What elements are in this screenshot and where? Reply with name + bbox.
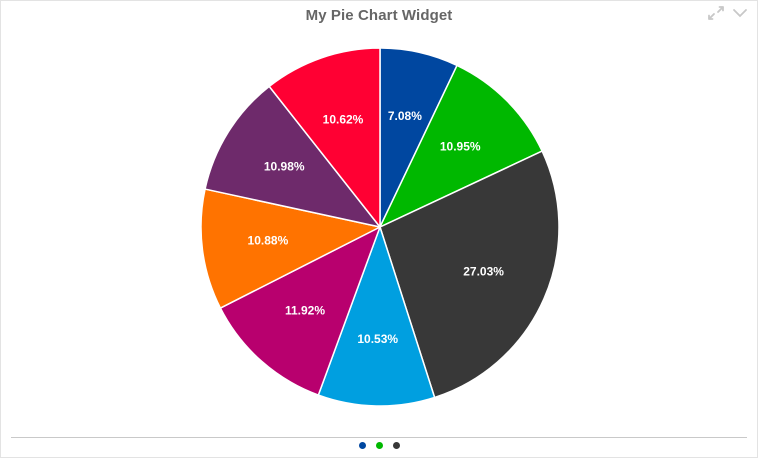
page-dot-3[interactable] (392, 442, 400, 449)
slice-label-1: 7.08% (388, 109, 422, 123)
slice-label-5: 11.92% (285, 304, 325, 318)
slice-label-3: 27.03% (463, 264, 504, 278)
slice-label-7: 10.98% (264, 159, 305, 173)
chevron-down-icon[interactable] (731, 5, 749, 21)
pie-slice-7[interactable] (204, 85, 381, 228)
pie-slice-2[interactable] (379, 64, 543, 228)
footer-divider (11, 437, 747, 438)
slice-label-8: 10.62% (323, 112, 364, 126)
slice-label-2: 10.95% (440, 140, 481, 154)
page-dot-1[interactable] (358, 442, 366, 449)
page-dot-2[interactable] (375, 442, 383, 449)
pie-slice-4[interactable] (317, 226, 436, 407)
expand-icon[interactable] (707, 5, 725, 21)
pagination-dots (1, 442, 757, 449)
widget-title: My Pie Chart Widget (305, 7, 453, 24)
pie-slice-3[interactable] (379, 150, 560, 399)
widget-tools (707, 5, 749, 21)
slice-label-4: 10.53% (357, 332, 398, 346)
pie-slice-8[interactable] (268, 47, 381, 228)
pie-chart: 7.08% 10.95% 27.03% 10.53% 11.92% 10.88% 10.98… (1, 29, 757, 431)
pie-slice-6[interactable] (200, 188, 381, 309)
slice-label-6: 10.88% (248, 234, 289, 248)
pie-chart-svg: 7.08% 10.95% 27.03% 10.53% 11.92% 10.88% 10.98… (200, 47, 560, 407)
pie-slice-5[interactable] (219, 226, 381, 396)
